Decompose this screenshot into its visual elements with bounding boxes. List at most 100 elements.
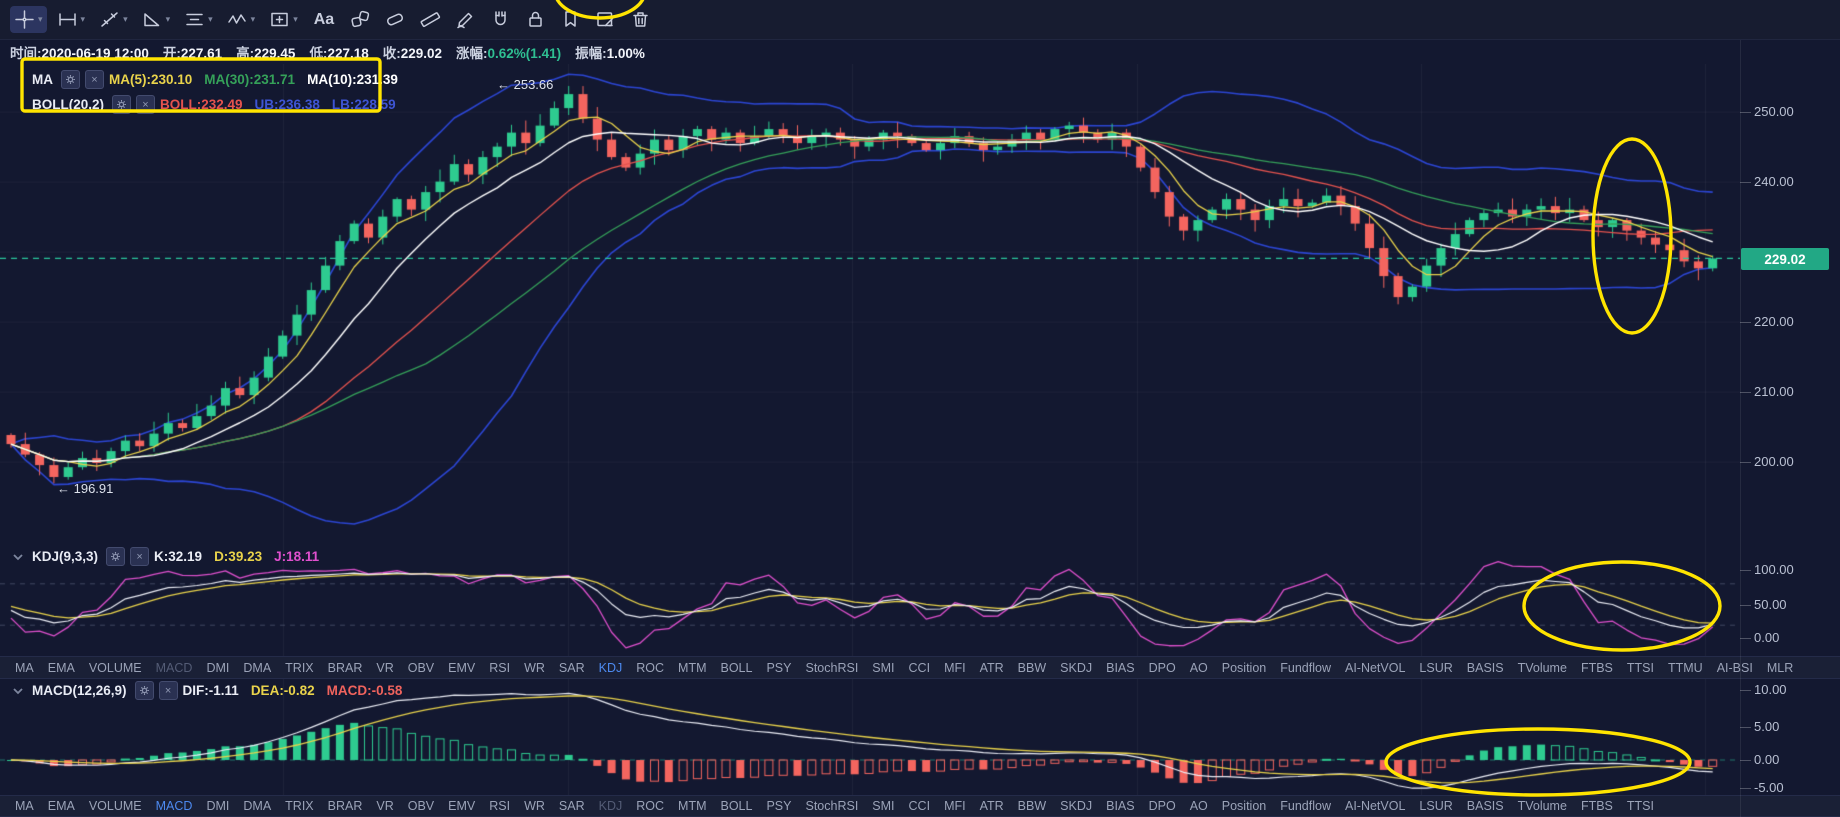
tab-psy[interactable]: PSY	[766, 799, 792, 813]
tab-roc[interactable]: ROC	[636, 660, 665, 675]
tab-emv[interactable]: EMV	[448, 660, 476, 675]
tab-mfi[interactable]: MFI	[944, 660, 966, 675]
tab-cci[interactable]: CCI	[908, 799, 931, 813]
tab-kdj[interactable]: KDJ	[598, 660, 623, 675]
tab-ao[interactable]: AO	[1189, 799, 1208, 813]
rect-plus-tool[interactable]: ▾	[265, 6, 302, 33]
tab-mlr[interactable]: MLR	[1766, 660, 1794, 675]
tab-ftbs[interactable]: FTBS	[1580, 660, 1613, 675]
tab-mtm[interactable]: MTM	[678, 799, 707, 813]
tab-fundflow[interactable]: Fundflow	[1280, 660, 1331, 675]
pencil-tool[interactable]	[451, 6, 480, 33]
tab-macd[interactable]: MACD	[155, 660, 193, 675]
tab-dma[interactable]: DMA	[243, 660, 272, 675]
tab-emv[interactable]: EMV	[448, 799, 476, 813]
tab-smi[interactable]: SMI	[872, 799, 895, 813]
tab-obv[interactable]: OBV	[407, 660, 435, 675]
kdj-settings-button[interactable]	[106, 547, 126, 566]
boll-settings-button[interactable]	[112, 95, 132, 114]
wave-tool[interactable]: ▾	[223, 6, 260, 33]
tab-boll[interactable]: BOLL	[720, 660, 753, 675]
tab-bias[interactable]: BIAS	[1106, 799, 1135, 813]
tab-wr[interactable]: WR	[524, 799, 545, 813]
tab-brar[interactable]: BRAR	[327, 799, 363, 813]
tab-trix[interactable]: TRIX	[285, 799, 314, 813]
tab-volume[interactable]: VOLUME	[88, 660, 142, 675]
tab-cci[interactable]: CCI	[908, 660, 931, 675]
tab-fundflow[interactable]: Fundflow	[1280, 799, 1331, 813]
dropdown-caret-icon[interactable]: ▾	[123, 14, 128, 24]
dropdown-caret-icon[interactable]: ▾	[38, 14, 43, 24]
tab-ema[interactable]: EMA	[47, 660, 75, 675]
tab-mfi[interactable]: MFI	[944, 799, 966, 813]
tab-ao[interactable]: AO	[1189, 660, 1208, 675]
tab-basis[interactable]: BASIS	[1466, 660, 1504, 675]
ma-close-button[interactable]: ×	[85, 70, 104, 89]
tab-macd[interactable]: MACD	[155, 799, 193, 813]
dropdown-caret-icon[interactable]: ▾	[293, 14, 298, 24]
tab-bias[interactable]: BIAS	[1106, 660, 1135, 675]
tab-atr[interactable]: ATR	[979, 660, 1004, 675]
trash-tool[interactable]	[626, 6, 655, 33]
tab-vr[interactable]: VR	[376, 660, 394, 675]
tab-ai-netvol[interactable]: AI-NetVOL	[1344, 660, 1406, 675]
tab-kdj[interactable]: KDJ	[598, 799, 623, 813]
tab-ema[interactable]: EMA	[47, 799, 75, 813]
tab-dma[interactable]: DMA	[243, 799, 272, 813]
tab-volume[interactable]: VOLUME	[88, 799, 142, 813]
tab-ma[interactable]: MA	[15, 799, 34, 813]
tab-stochrsi[interactable]: StochRSI	[805, 660, 859, 675]
tab-sar[interactable]: SAR	[558, 660, 585, 675]
tab-obv[interactable]: OBV	[407, 799, 435, 813]
tab-dmi[interactable]: DMI	[206, 799, 230, 813]
tab-bbw[interactable]: BBW	[1017, 799, 1047, 813]
tab-psy[interactable]: PSY	[766, 660, 792, 675]
tab-roc[interactable]: ROC	[636, 799, 665, 813]
trendline-tool[interactable]: ▾	[95, 6, 132, 33]
tab-ma[interactable]: MA	[15, 660, 34, 675]
lock-tool[interactable]	[521, 6, 550, 33]
bookmark-tool[interactable]	[556, 6, 585, 33]
tab-sar[interactable]: SAR	[558, 799, 585, 813]
measure-tool[interactable]: ▾	[53, 6, 90, 33]
shapes-tool[interactable]	[346, 6, 375, 33]
tab-boll[interactable]: BOLL	[720, 799, 753, 813]
tab-lsur[interactable]: LSUR	[1419, 660, 1453, 675]
collapse-macd-icon[interactable]	[12, 685, 24, 697]
tab-rsi[interactable]: RSI	[489, 660, 511, 675]
triangle-tool[interactable]: ▾	[138, 6, 175, 33]
tab-ai-bsi[interactable]: AI-BSI	[1716, 660, 1753, 675]
dropdown-caret-icon[interactable]: ▾	[250, 14, 256, 24]
tab-tvolume[interactable]: TVolume	[1517, 799, 1567, 813]
note-edit-tool[interactable]	[591, 6, 620, 33]
tab-stochrsi[interactable]: StochRSI	[805, 799, 859, 813]
tab-tvolume[interactable]: TVolume	[1517, 660, 1567, 675]
text-tool[interactable]: Aa	[308, 8, 340, 32]
macd-settings-button[interactable]	[134, 681, 154, 700]
ma-settings-button[interactable]	[61, 70, 80, 89]
dropdown-caret-icon[interactable]: ▾	[80, 14, 86, 24]
dropdown-caret-icon[interactable]: ▾	[208, 14, 213, 24]
tab-atr[interactable]: ATR	[979, 799, 1004, 813]
tab-skdj[interactable]: SKDJ	[1060, 660, 1093, 675]
tab-dpo[interactable]: DPO	[1148, 799, 1176, 813]
tab-dmi[interactable]: DMI	[206, 660, 230, 675]
dropdown-caret-icon[interactable]: ▾	[165, 14, 171, 24]
kdj-canvas[interactable]	[0, 545, 1740, 656]
crosshair-tool[interactable]: ▾	[10, 6, 47, 33]
tab-position[interactable]: Position	[1221, 799, 1267, 813]
tab-rsi[interactable]: RSI	[489, 799, 511, 813]
boll-close-button[interactable]: ×	[136, 95, 156, 114]
tab-brar[interactable]: BRAR	[327, 660, 363, 675]
tab-lsur[interactable]: LSUR	[1419, 799, 1453, 813]
tab-smi[interactable]: SMI	[872, 660, 895, 675]
collapse-kdj-icon[interactable]	[12, 551, 24, 563]
tab-ai-netvol[interactable]: AI-NetVOL	[1344, 799, 1406, 813]
magnet-tool[interactable]	[486, 6, 515, 33]
tab-ttmu[interactable]: TTMU	[1667, 660, 1703, 675]
tab-wr[interactable]: WR	[524, 660, 545, 675]
tab-position[interactable]: Position	[1221, 660, 1267, 675]
eraser-tool[interactable]	[381, 6, 410, 33]
tab-ttsi[interactable]: TTSI	[1626, 799, 1654, 813]
tab-vr[interactable]: VR	[376, 799, 394, 813]
